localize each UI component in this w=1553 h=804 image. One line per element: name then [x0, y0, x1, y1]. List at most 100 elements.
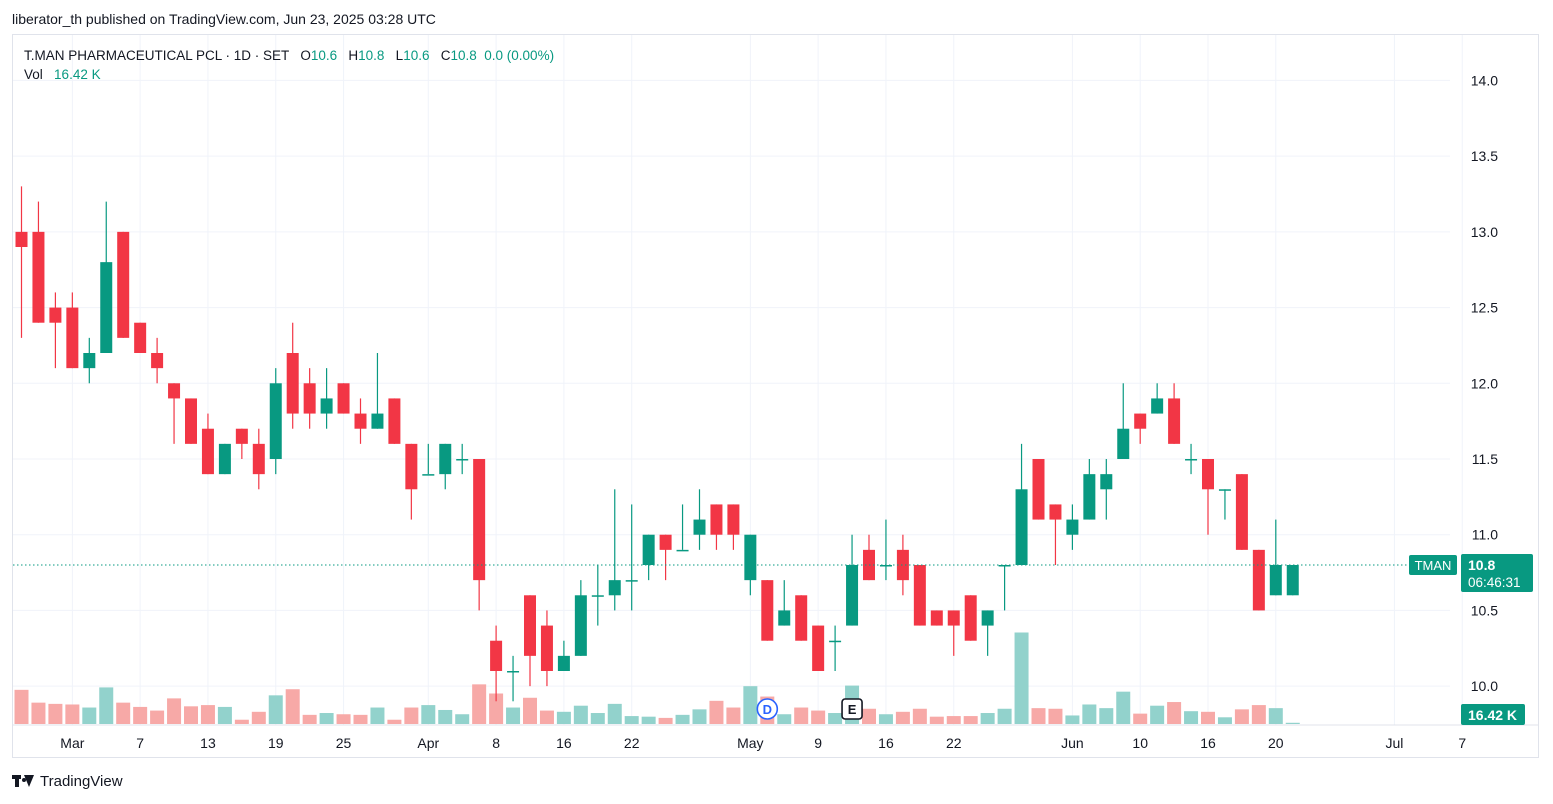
last-price-value: 10.8 [1468, 557, 1495, 573]
candle-body [1269, 565, 1282, 596]
candle-body [1049, 504, 1062, 520]
volume-bar [370, 707, 385, 724]
time-tick-label: 8 [492, 735, 500, 751]
volume-bar [1014, 632, 1029, 724]
volume-bar [1184, 711, 1199, 724]
volume-bar [1285, 722, 1300, 724]
volume-bar [946, 716, 961, 724]
candle-body [744, 534, 757, 581]
candle-body [659, 534, 672, 550]
time-tick-label: 16 [1200, 735, 1216, 751]
candle-body [642, 534, 655, 565]
ticker-tag [1409, 555, 1457, 575]
candle-body [896, 549, 909, 581]
candle-body [710, 504, 723, 535]
volume-bar [489, 693, 504, 724]
volume-bar [590, 713, 605, 724]
candle-body [100, 262, 113, 353]
candle-body [473, 459, 486, 581]
volume-bar [878, 714, 893, 724]
tradingview-logo-icon [12, 774, 34, 789]
price-axis: 14.0 13.5 13.0 12.5 12.0 11.5 11.0 10.5 10.0 [1471, 72, 1498, 694]
volume-bar [200, 705, 215, 724]
volume-bar [1268, 708, 1283, 724]
volume-bar [285, 689, 300, 724]
candle-body [117, 231, 130, 338]
volume-bar [980, 713, 995, 724]
candle-body [1252, 549, 1265, 611]
time-tick-label: Apr [417, 735, 439, 751]
candle-body [83, 353, 96, 369]
candle-body [320, 398, 333, 414]
volume-bar [539, 710, 554, 724]
chart-grid [13, 35, 1463, 725]
legend-open: 10.6 [310, 48, 338, 63]
candle-body [1218, 489, 1231, 491]
candle-body [1235, 474, 1248, 550]
volume-bar [811, 710, 826, 724]
candle-body [1185, 459, 1198, 461]
volume-bar [302, 714, 317, 724]
time-tick-label: 16 [878, 735, 894, 751]
volume-bar [726, 707, 741, 724]
price-tick-label: 10.5 [1471, 602, 1498, 618]
candle-body [354, 413, 367, 429]
volume-bar [319, 713, 334, 724]
volume-bar [658, 717, 673, 724]
candle-body [134, 322, 147, 353]
chart-frame [12, 34, 1539, 758]
candle-body [66, 307, 79, 369]
dividend-marker [756, 698, 779, 720]
time-tick-label: 13 [200, 735, 216, 751]
candle-body [1202, 459, 1214, 490]
footer-branding[interactable]: TradingView [12, 773, 123, 790]
legend-ohlc-row: T.MAN PHARMACEUTICAL PCL · 1D · SET O10.… [24, 46, 554, 65]
legend-change: 0.0 (0.00%) [484, 48, 555, 63]
candle-body [1134, 413, 1147, 429]
volume-bar [1116, 691, 1131, 724]
volume-bar [184, 706, 198, 724]
volume-bar [99, 687, 114, 724]
candle-body [1117, 428, 1130, 459]
volume-bar [895, 711, 910, 724]
legend-low: 10.6 [403, 48, 430, 63]
candle-body [49, 307, 62, 323]
candle-body [439, 443, 452, 475]
time-tick-label: 22 [946, 735, 962, 751]
time-tick-label: 16 [556, 735, 572, 751]
candle-body [778, 610, 791, 626]
candle-body [625, 580, 638, 582]
candle-body [846, 565, 859, 626]
candle-body [1015, 489, 1028, 565]
volume-bar [14, 689, 29, 724]
candle-body [913, 565, 926, 626]
volume-bar [997, 708, 1012, 724]
time-tick-label: Jun [1061, 735, 1084, 751]
price-tick-label: 11.0 [1472, 527, 1498, 543]
candle-body [303, 383, 316, 414]
time-tick-label: 19 [268, 735, 284, 751]
candle-body [1100, 474, 1113, 490]
volume-bar [48, 703, 63, 724]
event-marker-label: D [763, 702, 772, 717]
volume-bar [1099, 708, 1114, 724]
time-tick-label: May [737, 735, 763, 751]
candle-body [829, 640, 842, 643]
time-tick-label: 22 [624, 735, 640, 751]
legend-l-label: L [395, 48, 404, 63]
volume-bar [353, 714, 368, 724]
time-tick-label: 20 [1268, 735, 1284, 751]
candle-body [879, 565, 892, 567]
volume-bar [31, 702, 46, 724]
chart-legend: T.MAN PHARMACEUTICAL PCL · 1D · SET O10.… [24, 46, 554, 84]
candle-body [998, 565, 1011, 567]
volume-bar [167, 698, 182, 724]
ticker-tag-label: TMAN [1415, 558, 1452, 573]
volume-bar [828, 713, 843, 724]
volume-bar [1217, 717, 1232, 724]
footer-brand-text: TradingView [40, 773, 123, 790]
candle-body [727, 504, 740, 535]
candle-body [507, 671, 520, 673]
